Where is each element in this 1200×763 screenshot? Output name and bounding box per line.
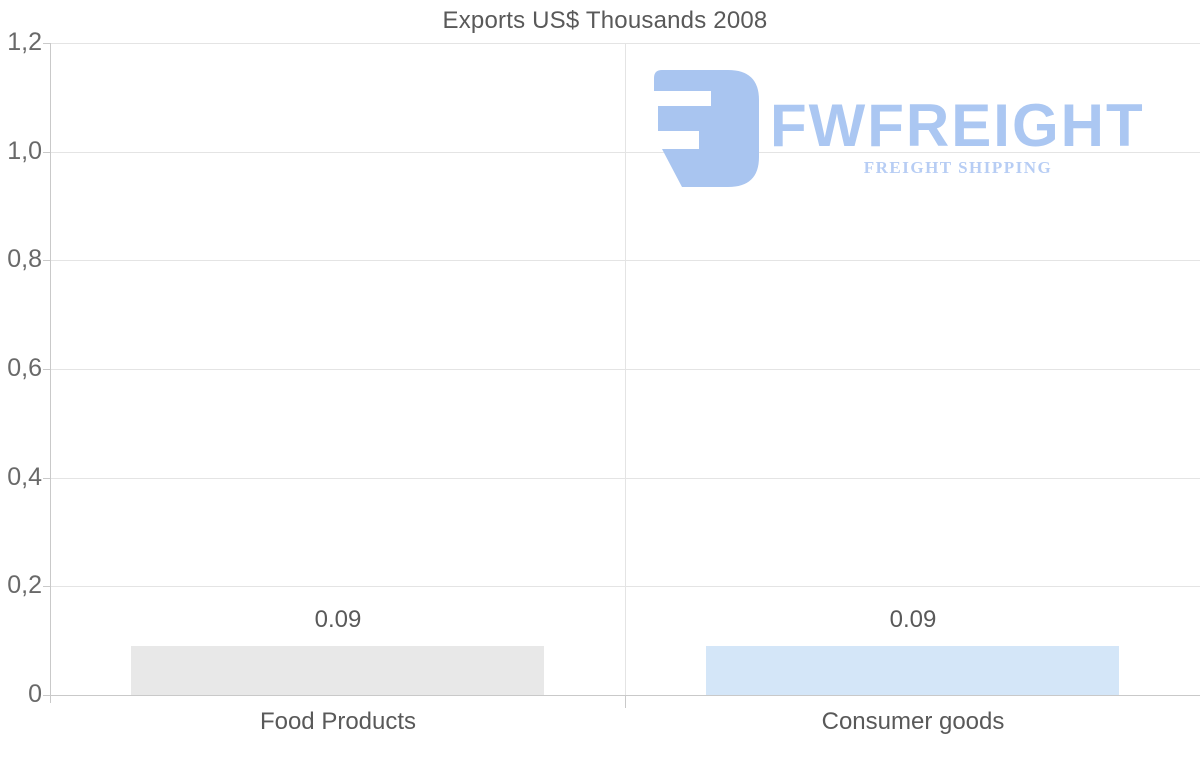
bar-value-label: 0.09: [889, 606, 937, 633]
bar-value-label: 0.09: [314, 606, 362, 633]
y-axis-line: [50, 43, 51, 703]
logo-tagline: FREIGHT SHIPPING: [863, 158, 1053, 177]
chart-title: Exports US$ Thousands 2008: [442, 7, 768, 34]
y-axis-tick: [43, 260, 50, 261]
y-axis-tick-label: 1,0: [7, 137, 42, 165]
bar-food-products: [131, 646, 544, 695]
fwfreight-logo: FWFREIGHT FREIGHT SHIPPING: [652, 70, 1143, 187]
y-axis-tick-label: 0: [28, 680, 42, 708]
x-axis-category-label: Consumer goods: [821, 708, 1005, 735]
y-axis-tick: [43, 152, 50, 153]
x-axis-baseline: [43, 695, 1200, 696]
y-axis-tick-label: 1,2: [7, 28, 42, 56]
category-divider-gridline: [625, 43, 626, 695]
x-axis-category-tick: [625, 695, 626, 708]
fwfreight-logo-mark-icon: [654, 70, 759, 187]
x-axis-category-label: Food Products: [259, 708, 417, 735]
y-axis-tick: [43, 43, 50, 44]
logo-wordmark: FWFREIGHT: [770, 92, 1145, 159]
y-axis-tick: [43, 369, 50, 370]
y-axis-tick: [43, 586, 50, 587]
y-axis-tick-label: 0,6: [7, 354, 42, 382]
bar-consumer-goods: [706, 646, 1119, 695]
y-axis-tick-label: 0,8: [7, 245, 42, 273]
y-axis-tick: [43, 478, 50, 479]
y-axis-tick-label: 0,4: [7, 463, 42, 491]
y-axis-tick-label: 0,2: [7, 571, 42, 599]
y-axis-tick: [43, 695, 50, 696]
